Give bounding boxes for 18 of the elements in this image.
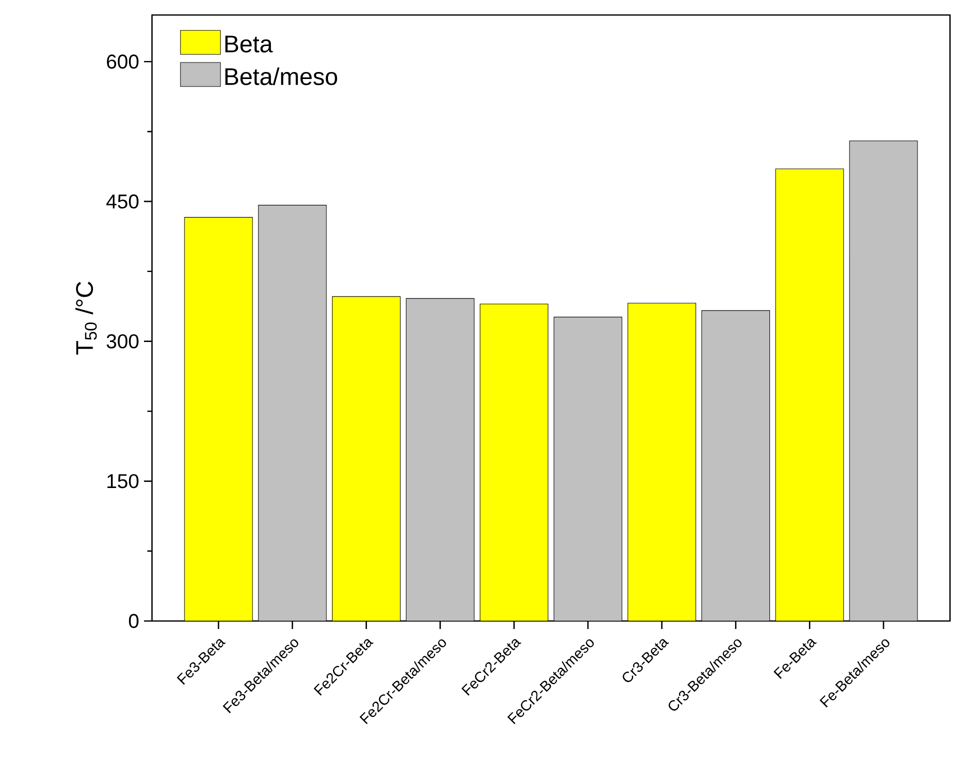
y-tick-label: 450 xyxy=(106,194,138,209)
y-axis-title: T$_{50}$ /°C xyxy=(75,282,97,355)
bar xyxy=(184,217,252,621)
y-tick-label: 600 xyxy=(106,54,138,69)
bar xyxy=(332,296,400,621)
bar xyxy=(628,303,696,621)
y-tick-label: 300 xyxy=(106,334,138,348)
bar xyxy=(258,205,326,621)
y-tick-label: 0 xyxy=(128,614,138,628)
bar xyxy=(849,140,918,621)
legend-label: Beta/meso xyxy=(225,67,338,86)
bar xyxy=(775,168,844,621)
legend-label: Beta xyxy=(225,36,273,52)
bar xyxy=(554,317,622,621)
bar xyxy=(702,310,770,621)
bar xyxy=(406,298,474,621)
bar xyxy=(480,304,548,621)
y-tick-label: 150 xyxy=(107,474,138,488)
